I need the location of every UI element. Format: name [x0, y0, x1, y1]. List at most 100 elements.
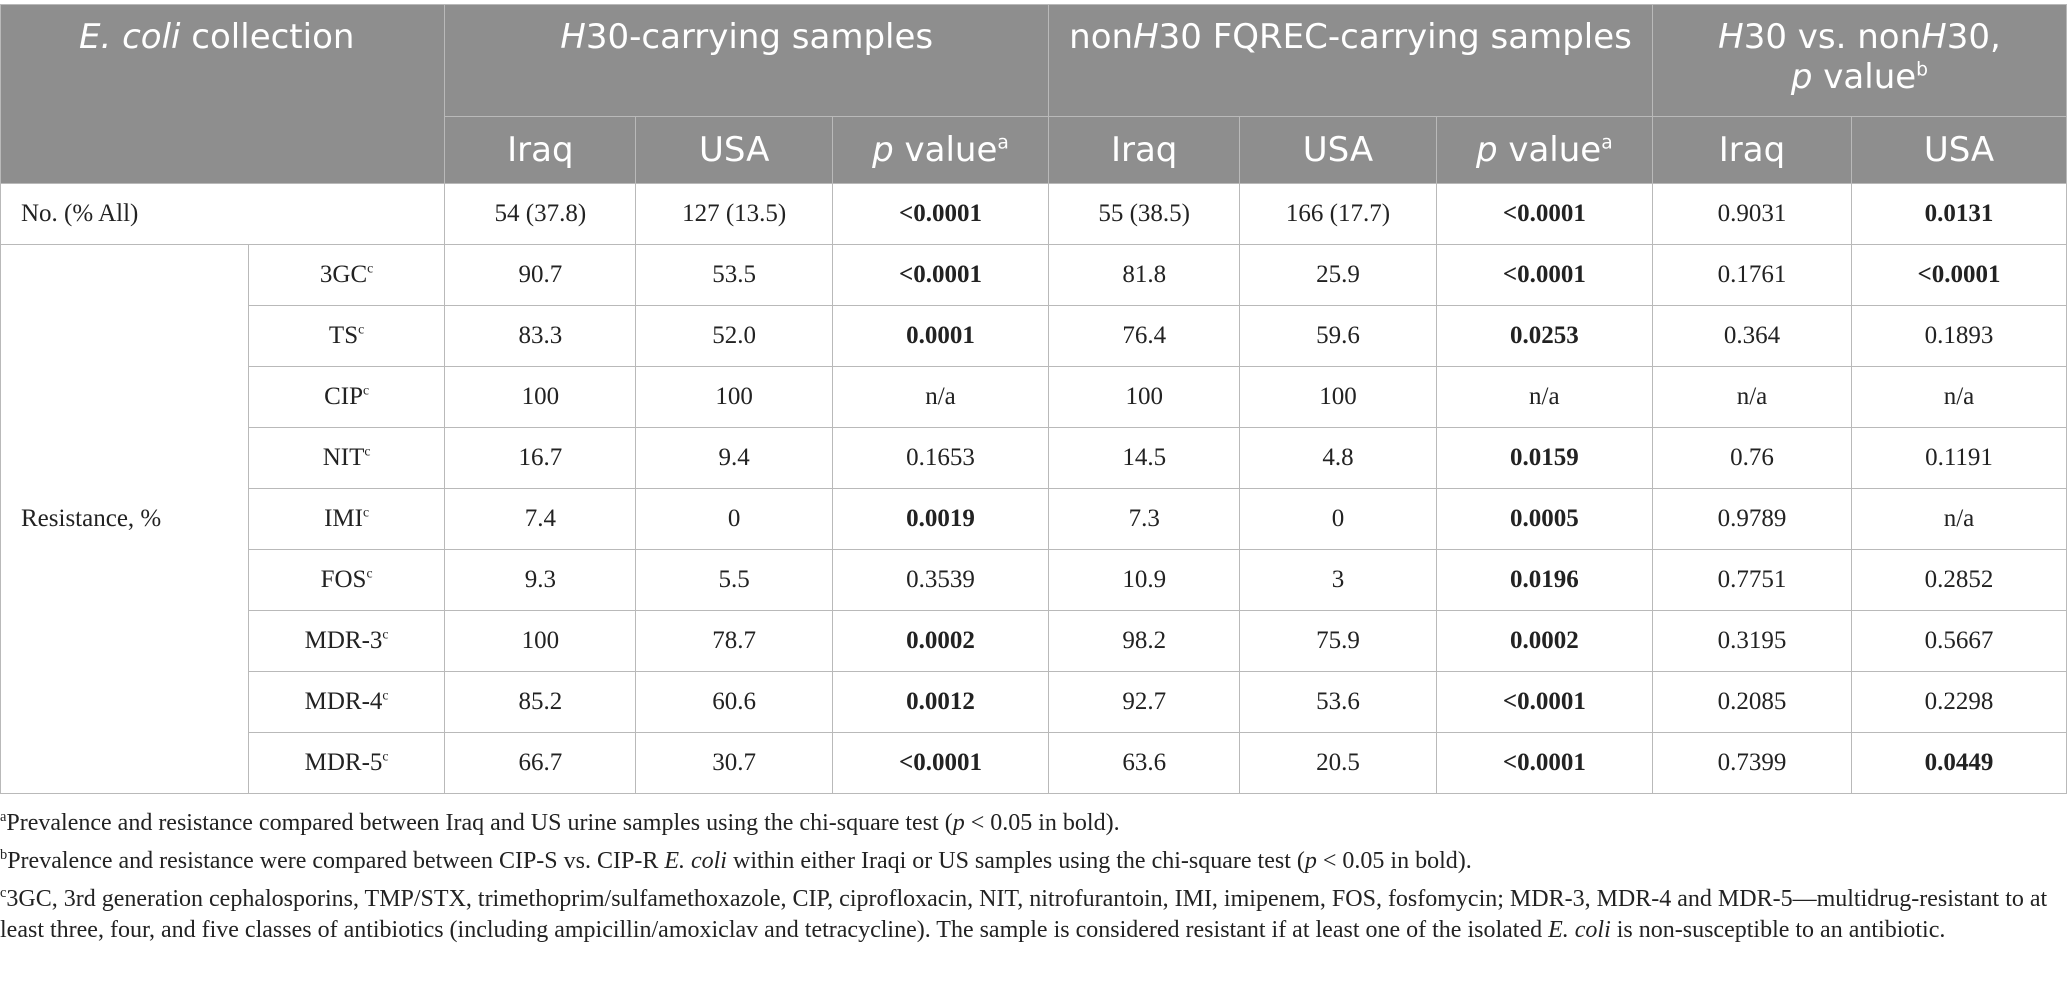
table-row: MDR-3c 100 78.7 0.0002 98.2 75.9 0.0002 …	[1, 610, 2067, 672]
table-cell: 14.5	[1048, 427, 1241, 489]
table-row: NITc 16.7 9.4 0.1653 14.5 4.8 0.0159 0.7…	[1, 427, 2067, 489]
subheader-usa: USA	[635, 116, 833, 184]
table-row: IMIc 7.4 0 0.0019 7.3 0 0.0005 0.9789 n/…	[1, 488, 2067, 550]
table-cell: <0.0001	[1435, 671, 1653, 733]
table-cell: 9.4	[635, 427, 833, 489]
table-cell: 55 (38.5)	[1048, 183, 1241, 245]
table-cell: 0.1893	[1851, 305, 2067, 367]
table-cell: <0.0001	[831, 732, 1050, 794]
table-row: No. (% All) 54 (37.8) 127 (13.5) <0.0001…	[0, 183, 2067, 245]
table-cell: <0.0001	[1851, 244, 2067, 306]
table-cell: 0.9789	[1651, 488, 1853, 550]
table-cell: 127 (13.5)	[635, 183, 833, 245]
subheader-usa: USA	[1239, 116, 1437, 184]
table-cell: 0.7399	[1651, 732, 1853, 794]
table-cell: 16.7	[444, 427, 637, 489]
table-cell: 76.4	[1048, 305, 1241, 367]
table-cell: 100	[1239, 366, 1437, 428]
table-cell: 0.0449	[1851, 732, 2067, 794]
table-cell: 83.3	[444, 305, 637, 367]
table-cell: 0.2085	[1651, 671, 1853, 733]
table-cell: 3	[1239, 549, 1437, 611]
footnote-c: c3GC, 3rd generation cephalosporins, TMP…	[0, 885, 2048, 943]
table-cell: 0.7751	[1651, 549, 1853, 611]
table-cell: n/a	[1435, 366, 1653, 428]
table-cell: 78.7	[635, 610, 833, 672]
subheader-iraq: Iraq	[1048, 116, 1241, 184]
drug-label: TSc	[247, 305, 446, 367]
table-cell: 81.8	[1048, 244, 1241, 306]
table-cell: 10.9	[1048, 549, 1241, 611]
table-cell: n/a	[1851, 488, 2067, 550]
table-cell: 7.4	[444, 488, 637, 550]
table-cell: 100	[635, 366, 833, 428]
table-cell: 59.6	[1239, 305, 1437, 367]
header-h30-vs-nonh30: H30 vs. nonH30, p valueb	[1651, 4, 2068, 117]
table-cell: 100	[444, 366, 637, 428]
table-cell: <0.0001	[831, 183, 1050, 245]
table-cell: 0.5667	[1851, 610, 2067, 672]
drug-label: MDR-4c	[247, 671, 446, 733]
row-label-resistance: Resistance, %	[0, 244, 249, 794]
table-cell: 0.0002	[1435, 610, 1653, 672]
table-cell: n/a	[1651, 366, 1853, 428]
table-cell: 0.0159	[1435, 427, 1653, 489]
table-cell: <0.0001	[1435, 732, 1653, 794]
table-cell: n/a	[831, 366, 1050, 428]
table-cell: 54 (37.8)	[444, 183, 637, 245]
table-cell: 30.7	[635, 732, 833, 794]
table-cell: 0.0012	[831, 671, 1050, 733]
table-cell: 0.76	[1651, 427, 1853, 489]
table-row: Resistance, % 3GCc 90.7 53.5 <0.0001 81.…	[0, 244, 2067, 794]
table-cell: 66.7	[444, 732, 637, 794]
drug-label: MDR-5c	[247, 732, 446, 794]
drug-label: NITc	[247, 427, 446, 489]
table-cell: 0.3539	[831, 549, 1050, 611]
drug-label: FOSc	[247, 549, 446, 611]
table-cell: 4.8	[1239, 427, 1437, 489]
resistance-table: E. coli collection H30-carrying samples …	[0, 4, 2068, 794]
footnote-a: aPrevalence and resistance compared betw…	[0, 809, 1120, 836]
table-cell: 0.1191	[1851, 427, 2067, 489]
table-cell: 0.0253	[1435, 305, 1653, 367]
table-cell: 0.0019	[831, 488, 1050, 550]
table-cell: 166 (17.7)	[1239, 183, 1437, 245]
table-cell: 0.364	[1651, 305, 1853, 367]
table-row: MDR-5c 66.7 30.7 <0.0001 63.6 20.5 <0.00…	[1, 732, 2067, 794]
table-cell: 85.2	[444, 671, 637, 733]
table-cell: 53.5	[635, 244, 833, 306]
subheader-iraq: Iraq	[444, 116, 637, 184]
table-row: FOSc 9.3 5.5 0.3539 10.9 3 0.0196 0.7751…	[1, 549, 2067, 611]
table-cell: 60.6	[635, 671, 833, 733]
table-cell: 7.3	[1048, 488, 1241, 550]
table-cell: 0.9031	[1651, 183, 1853, 245]
table-cell: <0.0001	[1435, 244, 1653, 306]
table-cell: 75.9	[1239, 610, 1437, 672]
table-row: MDR-4c 85.2 60.6 0.0012 92.7 53.6 <0.000…	[1, 671, 2067, 733]
table-cell: 98.2	[1048, 610, 1241, 672]
table-row: CIPc 100 100 n/a 100 100 n/a n/a n/a	[1, 366, 2067, 428]
table-cell: 20.5	[1239, 732, 1437, 794]
table-cell: 0.2298	[1851, 671, 2067, 733]
table-row: TSc 83.3 52.0 0.0001 76.4 59.6 0.0253 0.…	[1, 305, 2067, 367]
table-cell: 52.0	[635, 305, 833, 367]
subheader-p-value: p valuea	[831, 116, 1050, 184]
table-cell: 100	[444, 610, 637, 672]
table-cell: n/a	[1851, 366, 2067, 428]
drug-label: IMIc	[247, 488, 446, 550]
table-cell: 0.1761	[1651, 244, 1853, 306]
header-nonh30-samples: nonH30 FQREC-carrying samples	[1048, 4, 1653, 117]
table-cell: 0.2852	[1851, 549, 2067, 611]
row-label-no-all: No. (% All)	[0, 183, 446, 245]
table-cell: 90.7	[444, 244, 637, 306]
subheader-p-value: p valuea	[1435, 116, 1653, 184]
table-cell: 0.0005	[1435, 488, 1653, 550]
table-cell: 63.6	[1048, 732, 1241, 794]
drug-label: MDR-3c	[247, 610, 446, 672]
drug-label: 3GCc	[247, 244, 446, 306]
table-cell: 0.0002	[831, 610, 1050, 672]
table-cell: 0.0196	[1435, 549, 1653, 611]
table-cell: 0.1653	[831, 427, 1050, 489]
header-collection: E. coli collection	[0, 4, 446, 184]
table-cell: <0.0001	[1435, 183, 1653, 245]
